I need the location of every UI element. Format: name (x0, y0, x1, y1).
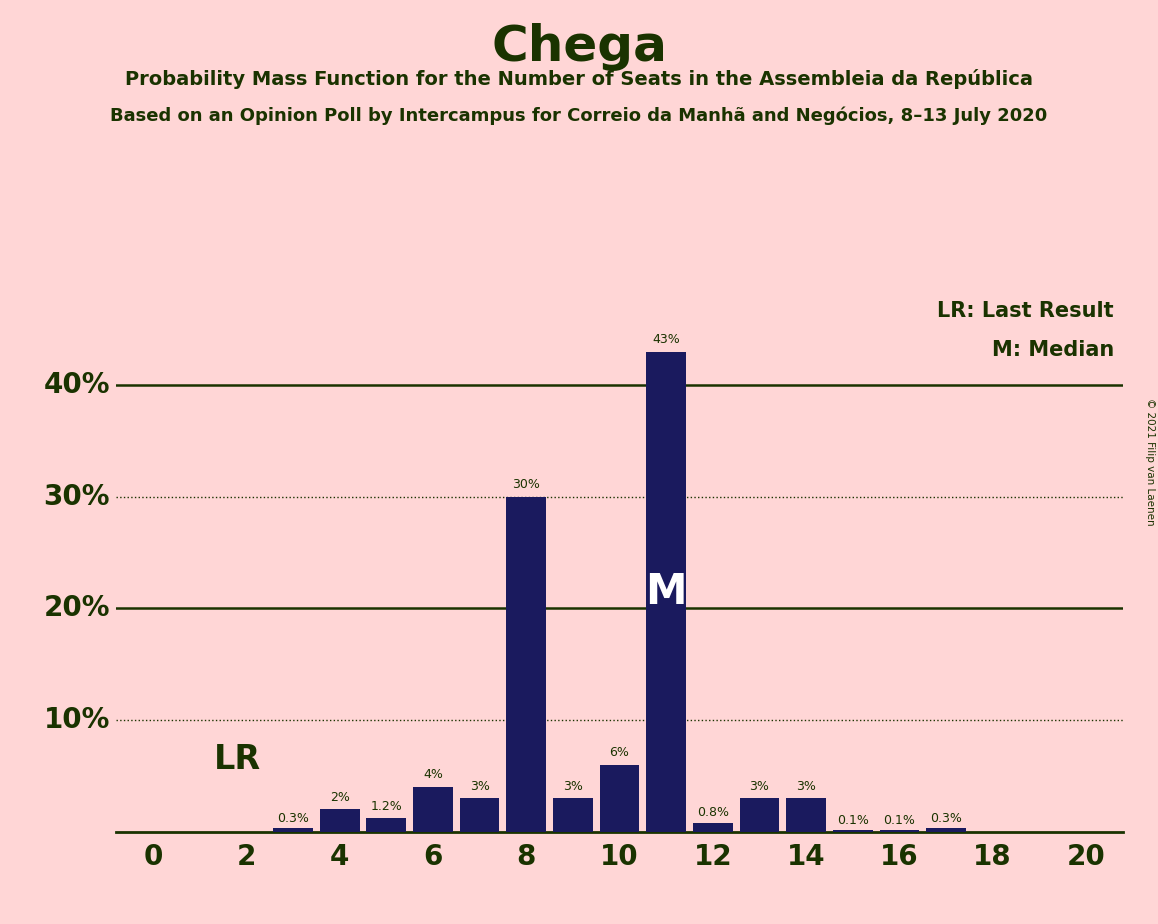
Bar (366, 819, 406, 832)
Text: 40%: 40% (44, 371, 110, 399)
Text: LR: Last Result: LR: Last Result (937, 301, 1114, 322)
Text: 30%: 30% (44, 482, 110, 511)
Bar (273, 828, 313, 832)
Text: 1.2%: 1.2% (371, 799, 402, 812)
Text: 43%: 43% (652, 333, 680, 346)
Text: 30%: 30% (512, 478, 540, 491)
Text: © 2021 Filip van Laenen: © 2021 Filip van Laenen (1145, 398, 1155, 526)
Text: M: M (645, 570, 687, 613)
Bar (413, 787, 453, 832)
Text: Chega: Chega (491, 23, 667, 71)
Bar (554, 798, 593, 832)
Bar (880, 831, 919, 832)
Bar (740, 798, 779, 832)
Text: 0.3%: 0.3% (930, 812, 962, 825)
Text: Probability Mass Function for the Number of Seats in the Assembleia da República: Probability Mass Function for the Number… (125, 69, 1033, 90)
Text: 0.1%: 0.1% (884, 814, 915, 827)
Text: 20%: 20% (44, 594, 110, 622)
Bar (460, 798, 499, 832)
Bar (600, 765, 639, 832)
Text: 0.3%: 0.3% (277, 812, 309, 825)
Text: 3%: 3% (749, 780, 769, 793)
Bar (786, 798, 826, 832)
Text: LR: LR (213, 743, 261, 775)
Text: 3%: 3% (563, 780, 582, 793)
Text: Based on an Opinion Poll by Intercampus for Correio da Manhã and Negócios, 8–13 : Based on an Opinion Poll by Intercampus … (110, 106, 1048, 125)
Text: 10%: 10% (44, 706, 110, 734)
Text: 4%: 4% (423, 769, 442, 782)
Bar (320, 809, 359, 832)
Bar (833, 831, 873, 832)
Bar (926, 828, 966, 832)
Bar (692, 822, 733, 832)
Text: 2%: 2% (330, 791, 350, 804)
Text: 3%: 3% (797, 780, 816, 793)
Text: 3%: 3% (470, 780, 490, 793)
Text: 6%: 6% (609, 746, 630, 759)
Text: 0.8%: 0.8% (697, 807, 728, 820)
Bar (646, 351, 686, 832)
Text: M: Median: M: Median (991, 340, 1114, 360)
Text: 0.1%: 0.1% (837, 814, 868, 827)
Bar (506, 497, 547, 832)
